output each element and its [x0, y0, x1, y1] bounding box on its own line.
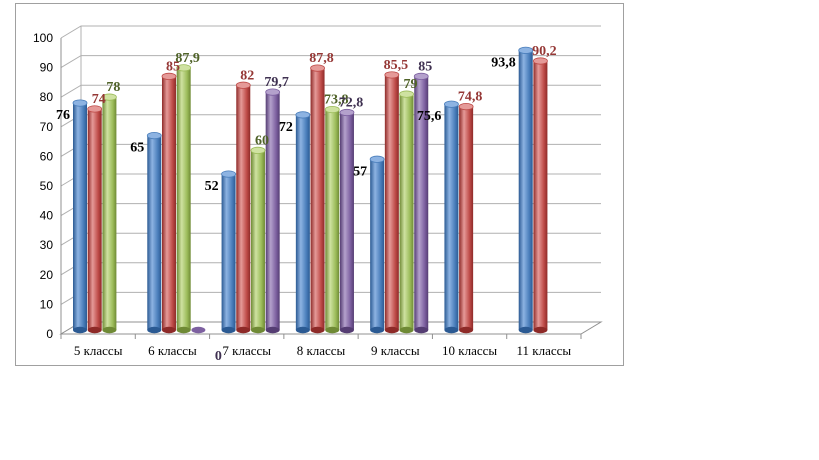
- data-label: 73,8: [324, 93, 349, 108]
- bar: [250, 146, 266, 334]
- category-label: 5 классы: [74, 343, 123, 358]
- data-label: 75,6: [417, 109, 442, 124]
- data-label: 65: [130, 141, 144, 156]
- bar: [399, 90, 414, 334]
- category-label: 6 классы: [148, 343, 197, 358]
- bar: [324, 105, 340, 334]
- bar: [295, 111, 311, 334]
- y-tick-label: 100: [33, 31, 53, 45]
- data-label: 79: [404, 77, 418, 92]
- data-label: 72,8: [339, 96, 364, 111]
- bar: [146, 132, 162, 334]
- y-tick-label: 10: [40, 297, 54, 311]
- data-label: 0: [215, 349, 222, 364]
- y-tick-label: 70: [40, 120, 54, 134]
- y-tick-label: 20: [40, 268, 54, 282]
- data-label: 57: [353, 164, 367, 179]
- category-label: 11 классы: [517, 343, 572, 358]
- data-label: 85: [166, 59, 180, 74]
- data-label: 85: [418, 59, 432, 74]
- data-label: 72: [279, 120, 293, 135]
- data-label: 52: [205, 179, 219, 194]
- bar: [265, 88, 281, 334]
- y-tick-label: 60: [40, 149, 54, 163]
- data-label: 90,2: [532, 44, 557, 59]
- data-label: 79,7: [264, 75, 289, 90]
- bar: [458, 102, 474, 334]
- bar: [310, 64, 325, 334]
- x-axis-labels: 5 классы 6 классы 7 классы 8 классы 9 классы…: [74, 343, 572, 358]
- y-tick-label: 0: [46, 327, 53, 341]
- data-label: 76: [56, 108, 70, 123]
- data-label: 93,8: [491, 55, 516, 70]
- data-label: 78: [106, 80, 120, 95]
- bar: [191, 326, 206, 334]
- y-tick-label: 90: [40, 61, 54, 75]
- data-labels: 76 65 52 72 57 75,6 93,8 74 85 82 87,8 85,5 74,8 90,2…: [56, 44, 557, 364]
- bars: [72, 46, 548, 334]
- data-label: 74: [92, 92, 106, 107]
- bar: [369, 155, 385, 334]
- bar: [235, 81, 251, 334]
- bar: [444, 100, 459, 334]
- y-tick-label: 40: [40, 209, 54, 223]
- bar: [533, 57, 548, 334]
- category-label: 8 классы: [297, 343, 346, 358]
- y-axis: 0 10 20 30 40 50 60 70 80 90 100: [33, 31, 582, 341]
- bar: [384, 71, 400, 334]
- bar: [161, 72, 177, 334]
- category-label: 7 классы: [222, 343, 271, 358]
- category-label: 9 классы: [371, 343, 420, 358]
- bar: [72, 99, 88, 334]
- bar: [518, 46, 534, 334]
- bar: [413, 72, 429, 334]
- data-label: 74,8: [458, 90, 483, 105]
- bar: [87, 105, 103, 334]
- chart-frame: 0 10 20 30 40 50 60 70 80 90 100 5 классы 6 классы 7…: [15, 3, 624, 366]
- data-label: 60: [255, 133, 269, 148]
- data-label: 87,8: [309, 51, 334, 66]
- bar: [102, 93, 117, 334]
- gridline: [60, 25, 601, 39]
- data-label: 87,9: [175, 51, 200, 66]
- bar: [221, 170, 236, 334]
- y-tick-label: 80: [40, 90, 54, 104]
- bar: [339, 108, 355, 334]
- data-label: 82: [240, 68, 254, 83]
- category-label: 10 классы: [442, 343, 497, 358]
- y-tick-label: 30: [40, 238, 54, 252]
- y-tick-label: 50: [40, 179, 54, 193]
- bar: [176, 64, 192, 334]
- data-label: 85,5: [384, 58, 409, 73]
